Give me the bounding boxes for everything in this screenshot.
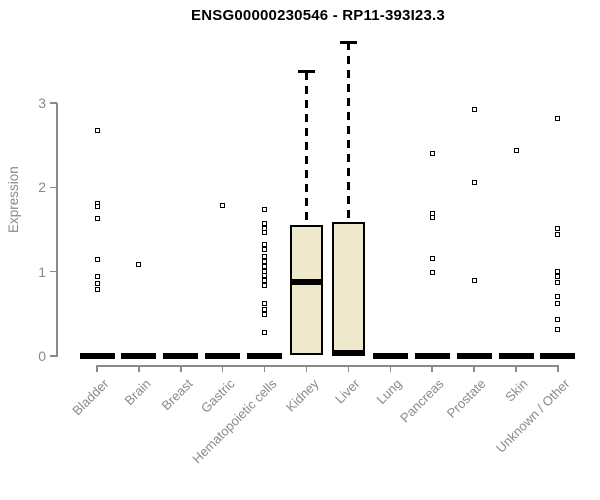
outlier-point	[262, 312, 268, 318]
outlier-point	[262, 259, 268, 265]
outlier-point	[429, 270, 435, 275]
outlier-point	[262, 273, 268, 279]
outlier-point	[471, 107, 477, 113]
collapsed-box-bar	[121, 353, 157, 359]
median-line	[331, 349, 365, 356]
outlier-point	[555, 317, 561, 323]
outlier-point	[94, 216, 100, 222]
y-tick	[50, 355, 57, 357]
collapsed-box-bar	[79, 353, 115, 359]
outlier-point	[262, 206, 268, 212]
outlier-point	[94, 280, 100, 286]
collapsed-box-bar	[414, 353, 450, 359]
collapsed-box-bar	[456, 353, 492, 359]
outlier-point	[262, 307, 268, 313]
x-tick	[389, 365, 392, 372]
y-tick	[50, 270, 57, 273]
x-tick	[515, 365, 517, 372]
boxplot-box	[290, 225, 323, 356]
x-tick	[431, 365, 433, 372]
outlier-point	[262, 329, 268, 335]
outlier-point	[94, 257, 100, 263]
outlier-point	[429, 255, 435, 261]
outlier-point	[262, 301, 268, 307]
x-tick	[347, 365, 350, 372]
x-tick	[180, 365, 182, 372]
outlier-point	[555, 232, 561, 238]
outlier-point	[471, 278, 477, 284]
collapsed-box-bar	[540, 353, 576, 359]
outlier-point	[262, 264, 268, 270]
outlier-point	[262, 221, 268, 227]
x-tick	[138, 365, 140, 372]
collapsed-box-bar	[205, 353, 241, 359]
outlier-point	[555, 294, 561, 300]
outlier-point	[555, 301, 561, 307]
x-axis-line	[96, 365, 560, 367]
y-tick-label: 2	[38, 179, 46, 196]
outlier-point	[471, 179, 477, 185]
outlier-point	[429, 151, 435, 157]
outlier-point	[513, 147, 519, 153]
boxplot-box	[331, 221, 365, 356]
y-tick	[50, 102, 57, 104]
outlier-point	[262, 282, 268, 288]
outlier-point	[262, 253, 268, 259]
outlier-point	[94, 274, 100, 280]
y-axis-line	[56, 103, 58, 358]
x-tick	[263, 365, 266, 372]
collapsed-box-bar	[247, 353, 283, 359]
outlier-point	[220, 203, 226, 209]
collapsed-box-bar	[372, 353, 408, 359]
whisker	[305, 71, 308, 226]
outlier-point	[555, 280, 561, 286]
y-tick-label: 1	[38, 263, 46, 280]
whisker-cap	[339, 40, 357, 44]
x-tick	[305, 365, 308, 372]
y-tick-label: 3	[38, 95, 46, 111]
collapsed-box-bar	[498, 353, 534, 359]
outlier-point	[555, 226, 561, 232]
outlier-point	[262, 242, 268, 248]
x-tick	[557, 365, 559, 372]
whisker	[347, 42, 350, 222]
outlier-point	[94, 286, 100, 292]
outlier-point	[429, 215, 435, 221]
y-tick	[50, 186, 57, 189]
y-tick-label: 0	[38, 348, 46, 364]
outlier-point	[555, 274, 561, 280]
outlier-point	[94, 204, 100, 210]
median-line	[290, 278, 323, 285]
x-tick	[96, 365, 98, 372]
outlier-point	[262, 247, 268, 253]
outlier-point	[555, 269, 561, 275]
outlier-point	[94, 128, 100, 134]
x-tick	[473, 365, 475, 372]
outlier-point	[555, 327, 561, 333]
outlier-point	[262, 230, 268, 236]
outlier-point	[136, 262, 142, 268]
plot-title: ENSG00000230546 - RP11-393I23.3	[191, 7, 445, 24]
outlier-point	[555, 115, 561, 121]
x-tick	[221, 365, 224, 372]
whisker-cap	[298, 70, 315, 74]
collapsed-box-bar	[163, 353, 199, 359]
